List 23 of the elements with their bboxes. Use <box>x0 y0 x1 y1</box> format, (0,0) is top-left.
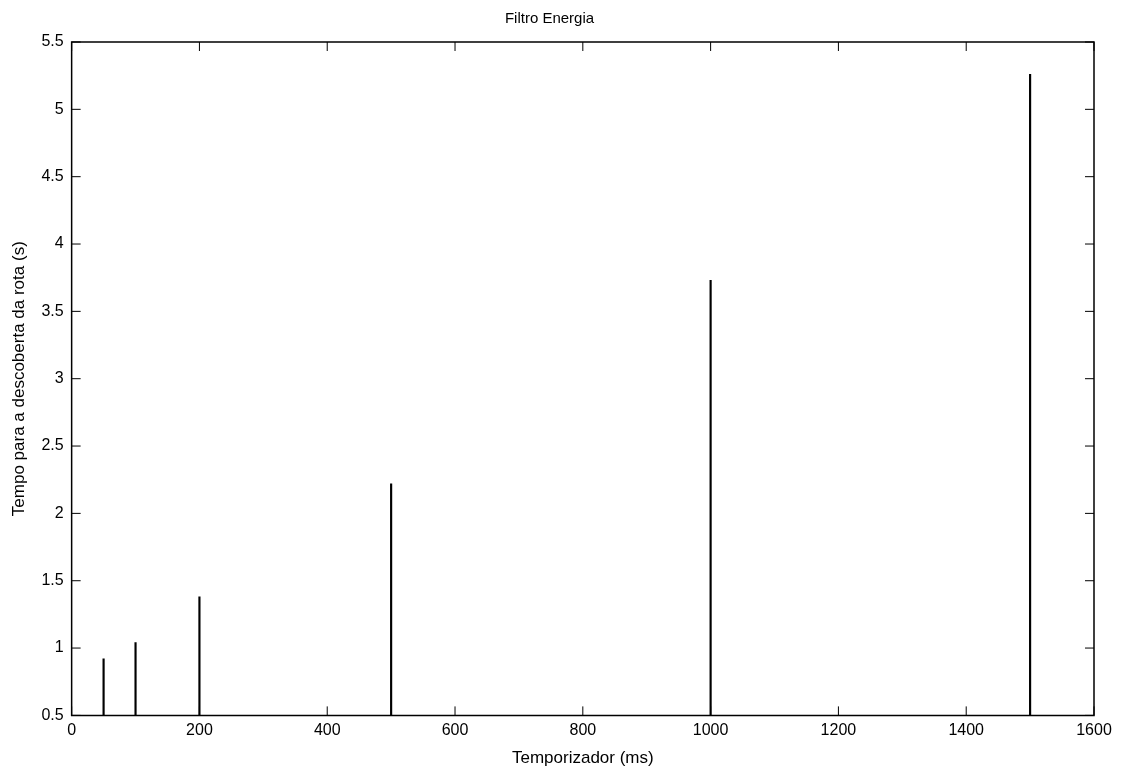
x-tick-label: 800 <box>569 721 597 739</box>
y-tick-label: 3 <box>54 369 64 387</box>
y-tick-label: 2 <box>54 503 64 521</box>
x-tick-label: 1000 <box>692 721 729 739</box>
y-tick-label: 0.5 <box>41 705 64 723</box>
x-tick-label: 600 <box>441 721 469 739</box>
x-axis-title: Temporizador (ms) <box>511 748 654 768</box>
x-tick-label: 400 <box>313 721 341 739</box>
y-tick-label: 3.5 <box>41 301 64 319</box>
y-axis-title: Tempo para a descoberta da rota (s) <box>8 241 28 517</box>
y-tick-label: 2.5 <box>41 436 64 454</box>
y-tick-label: 1 <box>54 638 64 656</box>
x-tick-label: 0 <box>67 721 77 739</box>
y-tick-label: 5 <box>54 99 64 117</box>
x-tick-label: 1200 <box>820 721 857 739</box>
y-tick-label: 1.5 <box>41 571 64 589</box>
x-tick-label: 1400 <box>948 721 985 739</box>
y-tick-label: 4 <box>54 234 64 252</box>
chart-title: Filtro Energia <box>504 9 595 27</box>
y-tick-label: 4.5 <box>41 167 64 185</box>
x-tick-label: 200 <box>186 721 213 739</box>
y-tick-label: 5.5 <box>41 32 64 50</box>
x-tick-label: 1600 <box>1076 721 1112 739</box>
